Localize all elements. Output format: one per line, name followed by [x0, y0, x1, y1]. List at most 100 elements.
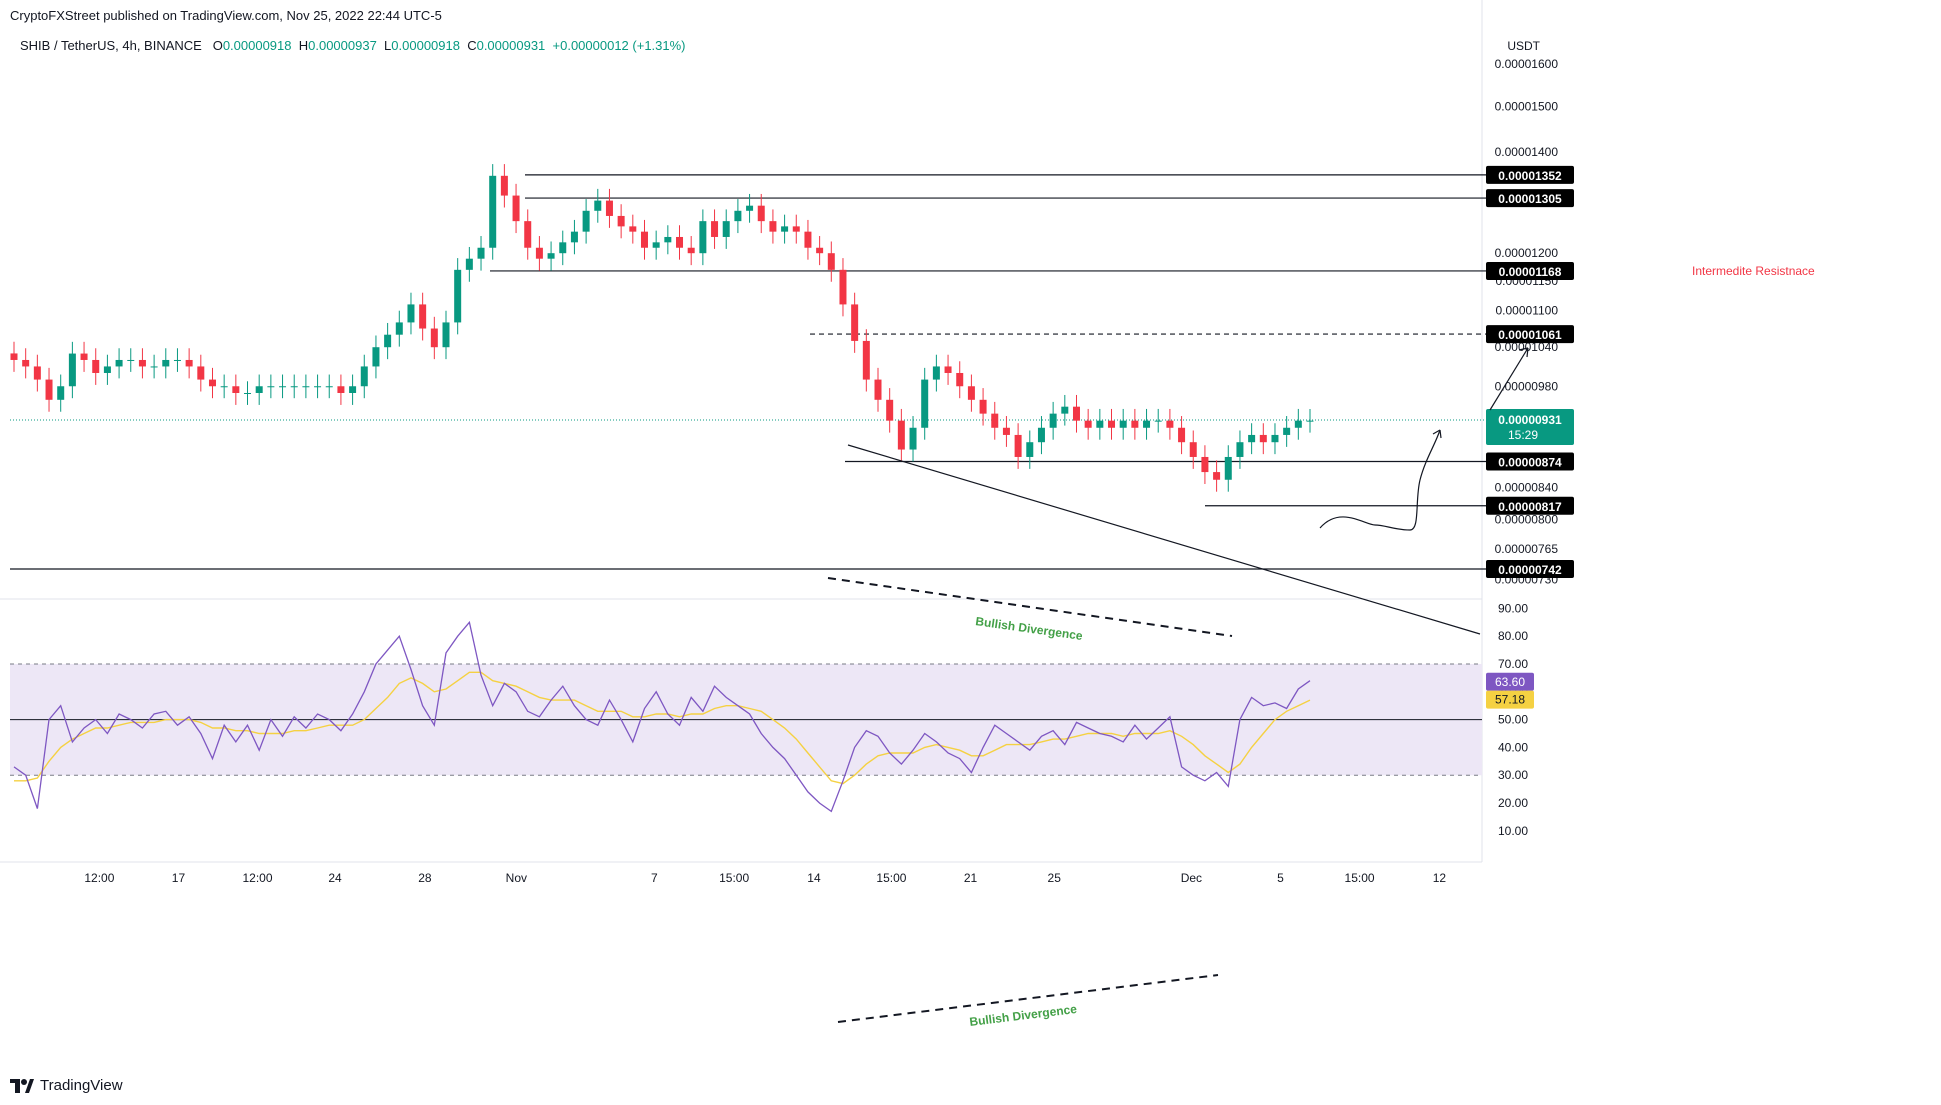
rsi-divergence-label: Bullish Divergence	[969, 1002, 1078, 1029]
candle-body	[1119, 420, 1127, 428]
low-label: L	[384, 38, 392, 53]
candle-body	[991, 413, 999, 428]
candle-body	[244, 392, 252, 394]
time-axis-label: 12:00	[242, 871, 272, 885]
tradingview-logo-icon	[10, 1078, 34, 1093]
candle-body	[1294, 420, 1302, 428]
candle-body	[827, 253, 835, 270]
price-level-label: 0.00001352	[1498, 169, 1562, 183]
candle-body	[10, 353, 18, 360]
candle-body	[103, 366, 111, 373]
candle-body	[594, 200, 602, 211]
candle-body	[746, 205, 754, 211]
candle-body	[897, 420, 905, 450]
candle-body	[1248, 434, 1256, 443]
time-axis-label: 17	[172, 871, 186, 885]
candle-body	[197, 366, 205, 380]
price-tick-label: 0.00001100	[1495, 303, 1558, 317]
candle-body	[1224, 456, 1232, 480]
candle-body	[92, 359, 100, 373]
time-axis-label: 5	[1277, 871, 1284, 885]
publisher-header: CryptoFXStreet published on TradingView.…	[10, 8, 442, 23]
rsi-tick-label: 70.00	[1498, 657, 1528, 671]
candle-body	[290, 386, 298, 388]
high-label: H	[298, 38, 309, 53]
price-level-label: 0.00000742	[1498, 563, 1562, 577]
price-tick-label: 0.00001200	[1495, 246, 1559, 260]
candle-body	[138, 359, 146, 367]
price-divergence-line	[827, 577, 1233, 637]
symbol-label: SHIB / TetherUS, 4h, BINANCE	[20, 38, 202, 53]
candle-body	[1306, 420, 1314, 422]
price-level-badge	[1486, 189, 1574, 208]
candle-body	[1061, 406, 1069, 414]
candle-body	[757, 205, 765, 222]
close-label: C	[467, 38, 477, 53]
time-axis-label: 15:00	[1345, 871, 1375, 885]
candle-body	[967, 386, 975, 400]
candle-body	[734, 210, 742, 222]
rsi-value-badge	[1486, 672, 1534, 691]
candle-body	[792, 226, 800, 232]
candle-body	[419, 304, 427, 329]
candle-body	[944, 366, 952, 373]
candle-body	[617, 215, 625, 227]
candle-body	[1201, 456, 1209, 473]
candle-body	[652, 242, 660, 248]
price-level-badge	[1486, 560, 1574, 579]
candle-body	[372, 347, 380, 367]
time-axis-label: 28	[418, 871, 432, 885]
candle-body	[302, 386, 310, 388]
candle-body	[267, 386, 275, 388]
candle-body	[1096, 420, 1104, 428]
candle-body	[442, 322, 450, 348]
time-axis-label: 14	[807, 871, 821, 885]
rsi-ma-value-badge	[1486, 690, 1534, 709]
candle-body	[676, 236, 684, 248]
candle-body	[220, 386, 228, 388]
candle-body	[535, 247, 543, 259]
candle-body	[1271, 434, 1279, 443]
candle-body	[279, 386, 287, 388]
price-level-label: 0.00001305	[1498, 192, 1562, 206]
time-axis-label: 15:00	[719, 871, 749, 885]
countdown-label: 15:29	[1508, 428, 1538, 442]
projection-arrowhead	[1432, 429, 1442, 439]
candle-body	[547, 253, 555, 259]
price-tick-label: 0.00001600	[1495, 57, 1559, 71]
rsi-ma-line	[14, 671, 1311, 785]
rsi-line	[13, 620, 1311, 813]
low-value: 0.00000918	[391, 38, 460, 53]
candle-body	[1178, 427, 1186, 443]
ticker-legend: SHIB / TetherUS, 4h, BINANCE O0.00000918…	[20, 38, 686, 53]
candle-body	[629, 226, 637, 232]
price-level-badge	[1486, 261, 1574, 280]
high-value: 0.00000937	[308, 38, 377, 53]
candle-body	[1259, 434, 1267, 443]
currency-label: USDT	[1507, 39, 1540, 53]
candle-body	[430, 328, 438, 348]
candle-body	[1014, 434, 1022, 457]
price-tick-label: 0.00001040	[1495, 340, 1559, 354]
descending-trendline	[847, 444, 1481, 635]
price-tick-label: 0.00000800	[1495, 513, 1559, 527]
candle-body	[80, 353, 88, 360]
candle-body	[524, 221, 532, 248]
candle-body	[1236, 442, 1244, 457]
candle-body	[886, 399, 894, 421]
price-tick-label: 0.00000840	[1495, 481, 1559, 495]
price-tick-label: 0.00001500	[1495, 100, 1559, 114]
candle-body	[699, 221, 707, 254]
candle-body	[150, 366, 158, 368]
projection-arrow	[1489, 347, 1529, 411]
candle-body	[979, 399, 987, 414]
footer-brand: TradingView	[40, 1077, 123, 1094]
projection-path	[1319, 429, 1441, 531]
time-axis-label: 25	[1048, 871, 1062, 885]
price-level-badge	[1486, 496, 1574, 515]
rsi-tick-label: 90.00	[1498, 601, 1528, 615]
time-axis-label: Dec	[1181, 871, 1202, 885]
time-axis-label: 7	[651, 871, 658, 885]
candle-body	[582, 210, 590, 232]
